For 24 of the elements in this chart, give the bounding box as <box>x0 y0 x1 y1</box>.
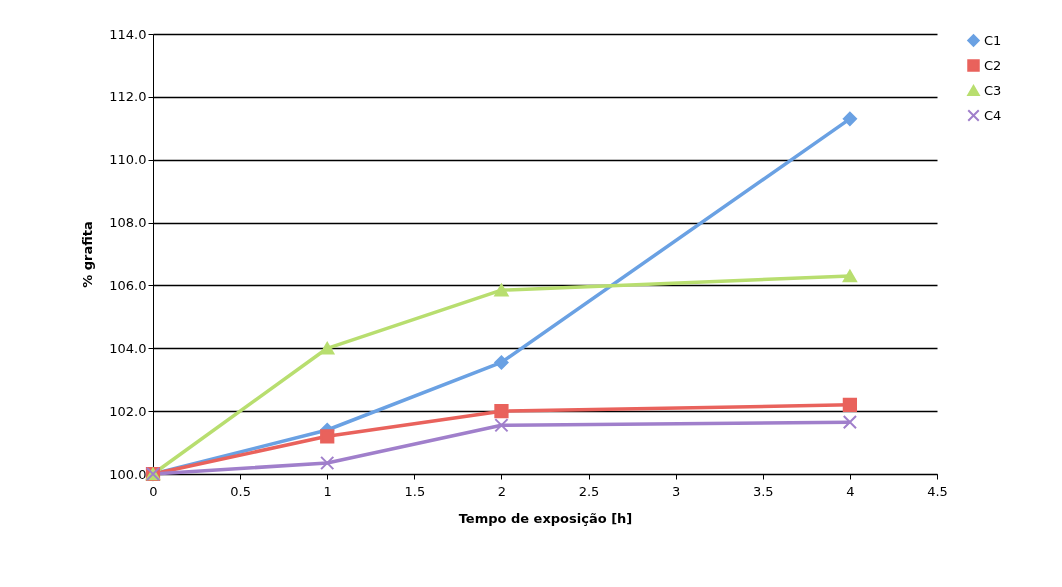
legend-label: C3 <box>984 82 1002 98</box>
y-tick-label: 112.0 <box>109 89 147 105</box>
x-tick-label: 0.5 <box>230 483 251 499</box>
x-axis-title: Tempo de exposição [h] <box>458 510 633 526</box>
y-tick-label: 106.0 <box>109 277 147 293</box>
x-tick-label: 3.5 <box>752 483 774 499</box>
y-axis-title: % grafita <box>80 221 96 288</box>
y-tick-label: 104.0 <box>109 340 147 356</box>
legend-label: C4 <box>984 107 1002 123</box>
x-tick-label: 4.5 <box>927 483 948 499</box>
y-tick-label: 110.0 <box>109 152 147 168</box>
x-tick-label: 2.5 <box>578 483 600 499</box>
legend-label: C1 <box>984 32 1002 48</box>
x-tick-label: 0 <box>149 483 158 499</box>
x-tick-label: 1.5 <box>404 483 426 499</box>
x-tick-label: 2 <box>497 483 507 499</box>
y-tick-label: 114.0 <box>109 26 147 42</box>
x-tick-label: 4 <box>846 483 855 499</box>
y-tick-label: 108.0 <box>109 215 147 231</box>
y-tick-label: 100.0 <box>109 466 147 482</box>
y-tick-label: 102.0 <box>109 403 147 419</box>
legend-label: C2 <box>984 57 1002 73</box>
x-tick-label: 3 <box>672 483 681 499</box>
x-tick-label: 1 <box>323 483 332 499</box>
